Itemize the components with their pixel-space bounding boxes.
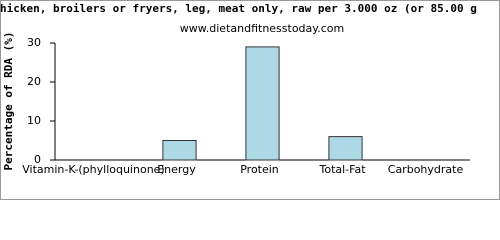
x-tick-label: Carbohydrate bbox=[388, 163, 464, 176]
x-tick-label: Vitamin-K-(phylloquinone) bbox=[22, 163, 164, 176]
y-tick-label: 30 bbox=[27, 36, 41, 49]
bar bbox=[328, 136, 363, 161]
x-tick-label: Total-Fat bbox=[318, 163, 366, 176]
chart-subtitle: www.dietandfitnesstoday.com bbox=[180, 22, 344, 35]
bar bbox=[162, 140, 197, 161]
bar bbox=[245, 46, 280, 161]
y-tick-label: 20 bbox=[27, 75, 41, 88]
x-tick-label: Energy bbox=[157, 163, 196, 176]
y-tick-label: 0 bbox=[34, 153, 41, 166]
y-axis-label: Percentage of RDA (%) bbox=[2, 31, 15, 170]
x-tick-label: Protein bbox=[240, 163, 279, 176]
chart: hicken, broilers or fryers, leg, meat on… bbox=[0, 0, 500, 200]
y-tick-label: 10 bbox=[27, 114, 41, 127]
chart-title: hicken, broilers or fryers, leg, meat on… bbox=[0, 2, 477, 15]
